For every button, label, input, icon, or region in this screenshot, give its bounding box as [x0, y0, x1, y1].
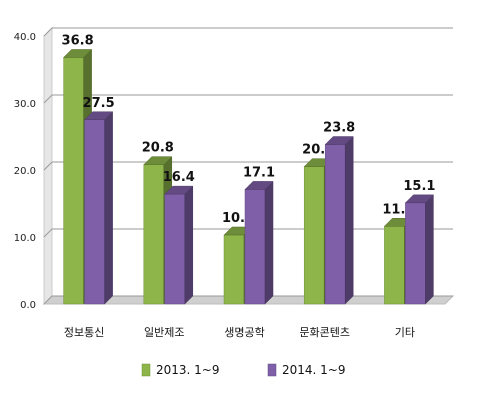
- bar[interactable]: [143, 164, 165, 305]
- bar[interactable]: [324, 144, 346, 305]
- bar-top: [324, 136, 354, 145]
- legend-label: 2014. 1~9: [282, 363, 346, 377]
- y-tick-label: 40.0: [14, 32, 36, 43]
- bar[interactable]: [84, 119, 105, 305]
- bar-side: [104, 111, 113, 305]
- category-label: 생명공학: [224, 326, 264, 339]
- data-label: 23.8: [323, 121, 355, 136]
- category-label: 일반제조: [144, 325, 184, 339]
- data-label: 16.4: [163, 170, 195, 185]
- bar-top: [143, 156, 173, 165]
- bar[interactable]: [63, 57, 84, 305]
- bar[interactable]: [384, 226, 405, 305]
- bar-top: [164, 185, 194, 195]
- y-tick-label: 30.0: [14, 99, 36, 110]
- bar[interactable]: [303, 166, 325, 305]
- data-label: 15.1: [403, 179, 435, 194]
- legend-swatch: [141, 363, 151, 377]
- bar-top: [404, 194, 435, 204]
- gridline: [43, 27, 453, 37]
- bar-top: [62, 49, 93, 58]
- category-label: 기타: [395, 326, 415, 339]
- bar[interactable]: [223, 234, 245, 305]
- data-label: 20.8: [142, 141, 174, 156]
- bar-side: [264, 180, 274, 305]
- bar[interactable]: [405, 202, 426, 305]
- data-label: 36.8: [62, 33, 94, 48]
- data-label: 17.1: [243, 165, 275, 180]
- bar[interactable]: [244, 189, 266, 305]
- y-tick-label: 20.0: [14, 166, 36, 177]
- data-label: 27.5: [83, 96, 115, 111]
- legend-swatch: [267, 363, 277, 377]
- bar[interactable]: [164, 193, 186, 305]
- bar-top: [83, 111, 114, 120]
- category-label: 문화콘텐츠: [299, 326, 350, 339]
- category-label: 정보통신: [64, 326, 104, 339]
- bar-side: [184, 185, 194, 305]
- bar-side: [344, 135, 354, 305]
- y-tick-label: 10.0: [14, 233, 36, 244]
- bar-top: [244, 181, 274, 190]
- gridline: [43, 94, 453, 104]
- legend-label: 2013. 1~9: [156, 363, 220, 377]
- bar-side: [425, 194, 434, 305]
- y-tick-label: 0.0: [20, 300, 36, 311]
